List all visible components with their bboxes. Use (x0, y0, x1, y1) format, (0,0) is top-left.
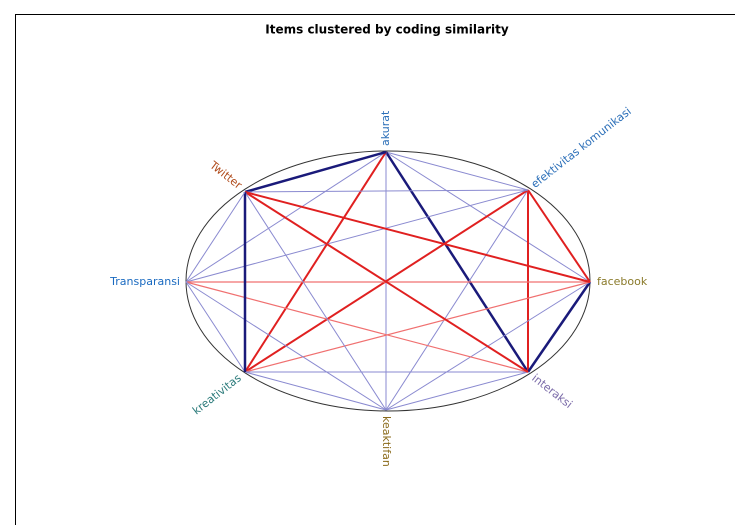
node-label: efektivitas komunikasi (529, 105, 634, 191)
edge (385, 371, 529, 411)
edge (185, 191, 246, 283)
edge (185, 281, 529, 373)
edge (244, 191, 387, 411)
edge (244, 371, 387, 411)
node-label: keaktifan (380, 416, 393, 467)
node-label: kreativitas (190, 371, 244, 417)
edge (244, 189, 529, 193)
frame (15, 14, 735, 525)
edge (527, 189, 591, 283)
edge (385, 189, 529, 411)
node-label: Twitter (206, 158, 244, 192)
edge (244, 191, 529, 373)
edge (244, 150, 387, 194)
title: Items clustered by coding similarity (265, 23, 509, 37)
edge (185, 281, 387, 411)
node-label: Transparansi (109, 275, 180, 288)
edge (385, 151, 529, 191)
edge (244, 191, 591, 283)
edge (526, 281, 592, 373)
edge (185, 189, 529, 283)
node-label: interaksi (529, 371, 574, 411)
edge (384, 151, 530, 373)
edges (185, 150, 592, 411)
edge (385, 151, 591, 283)
node-label: akurat (379, 110, 392, 146)
node-label: facebook (597, 275, 648, 288)
edge (185, 281, 246, 373)
